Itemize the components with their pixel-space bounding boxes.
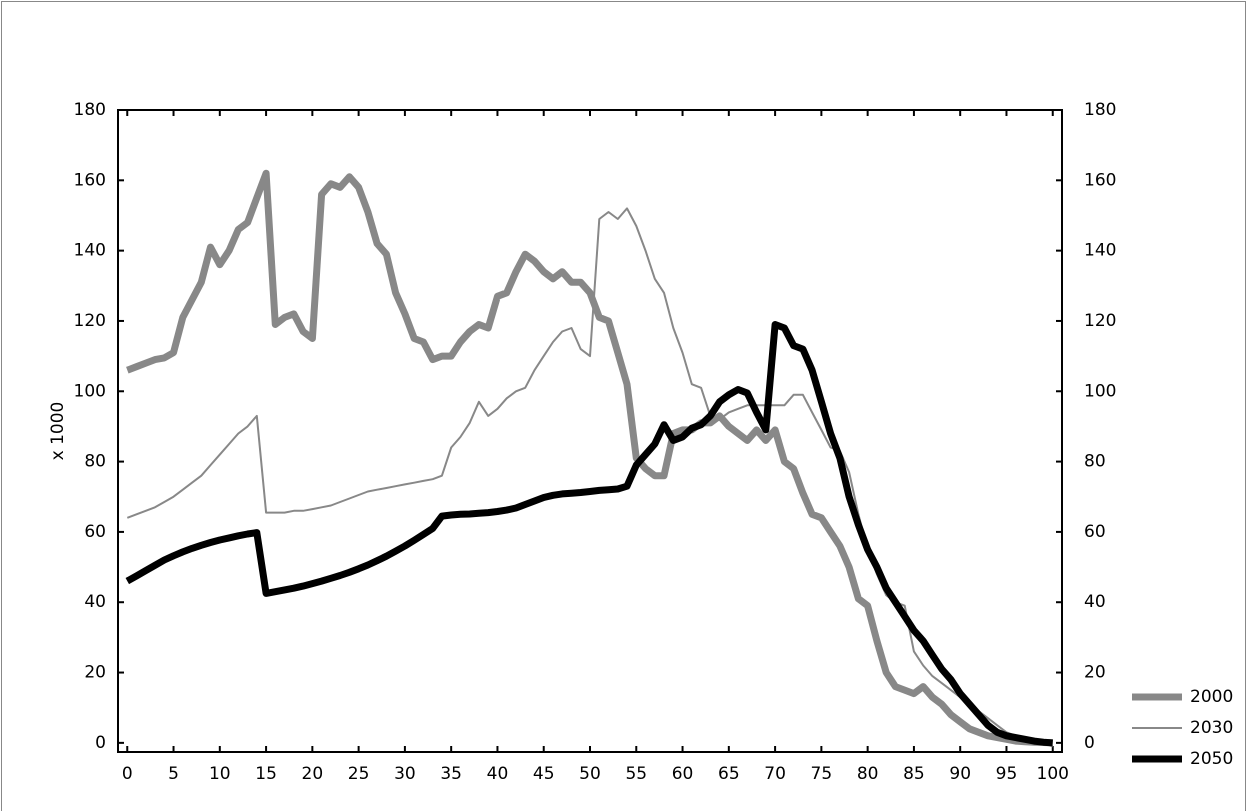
x-tick-label: 15: [255, 764, 277, 784]
y2-tick-label: 80: [1084, 452, 1106, 472]
x-tick-label: 65: [718, 764, 740, 784]
y-tick-label: 80: [84, 452, 106, 472]
legend-label: 2000: [1190, 687, 1233, 707]
x-tick-label: 70: [764, 764, 786, 784]
x-tick-label: 20: [302, 764, 324, 784]
x-tick-label: 60: [672, 764, 694, 784]
series-line: [126, 169, 1053, 747]
y-tick-label: 140: [74, 241, 106, 261]
y2-tick-label: 180: [1084, 100, 1116, 120]
x-tick-label: 5: [168, 764, 179, 784]
x-tick-label: 95: [996, 764, 1018, 784]
x-tick-label: 85: [903, 764, 925, 784]
y-tick-label: 100: [74, 381, 106, 401]
y2-tick-label: 40: [1084, 592, 1106, 612]
y-tick-label: 60: [84, 522, 106, 542]
y2-tick-label: 0: [1084, 733, 1095, 753]
y-tick-label: 120: [74, 311, 106, 331]
x-tick-label: 50: [579, 764, 601, 784]
x-tick-label: 100: [1037, 764, 1069, 784]
plot-area: [117, 109, 1063, 753]
x-tick-label: 80: [857, 764, 879, 784]
y-tick-label: 180: [74, 100, 106, 120]
x-tick-label: 55: [625, 764, 647, 784]
x-tick-label: 90: [949, 764, 971, 784]
y2-tick-label: 60: [1084, 522, 1106, 542]
y-tick-label: 20: [84, 663, 106, 683]
x-tick-label: 30: [394, 764, 416, 784]
legend-label: 2030: [1190, 718, 1233, 738]
series-line: [125, 321, 1053, 747]
y2-tick-label: 120: [1084, 311, 1116, 331]
y2-tick-label: 160: [1084, 170, 1116, 190]
y2-tick-label: 20: [1084, 663, 1106, 683]
x-tick-label: 35: [440, 764, 462, 784]
x-tick-label: 25: [348, 764, 370, 784]
legend-label: 2050: [1190, 749, 1233, 769]
y-axis-label: x 1000: [48, 402, 68, 461]
y2-tick-label: 100: [1084, 381, 1116, 401]
y2-tick-label: 140: [1084, 241, 1116, 261]
x-tick-label: 10: [209, 764, 231, 784]
x-tick-label: 45: [533, 764, 555, 784]
y-tick-label: 0: [95, 733, 106, 753]
x-tick-label: 0: [122, 764, 133, 784]
y-tick-label: 40: [84, 592, 106, 612]
y-tick-label: 160: [74, 170, 106, 190]
x-tick-label: 40: [487, 764, 509, 784]
x-tick-label: 75: [811, 764, 833, 784]
